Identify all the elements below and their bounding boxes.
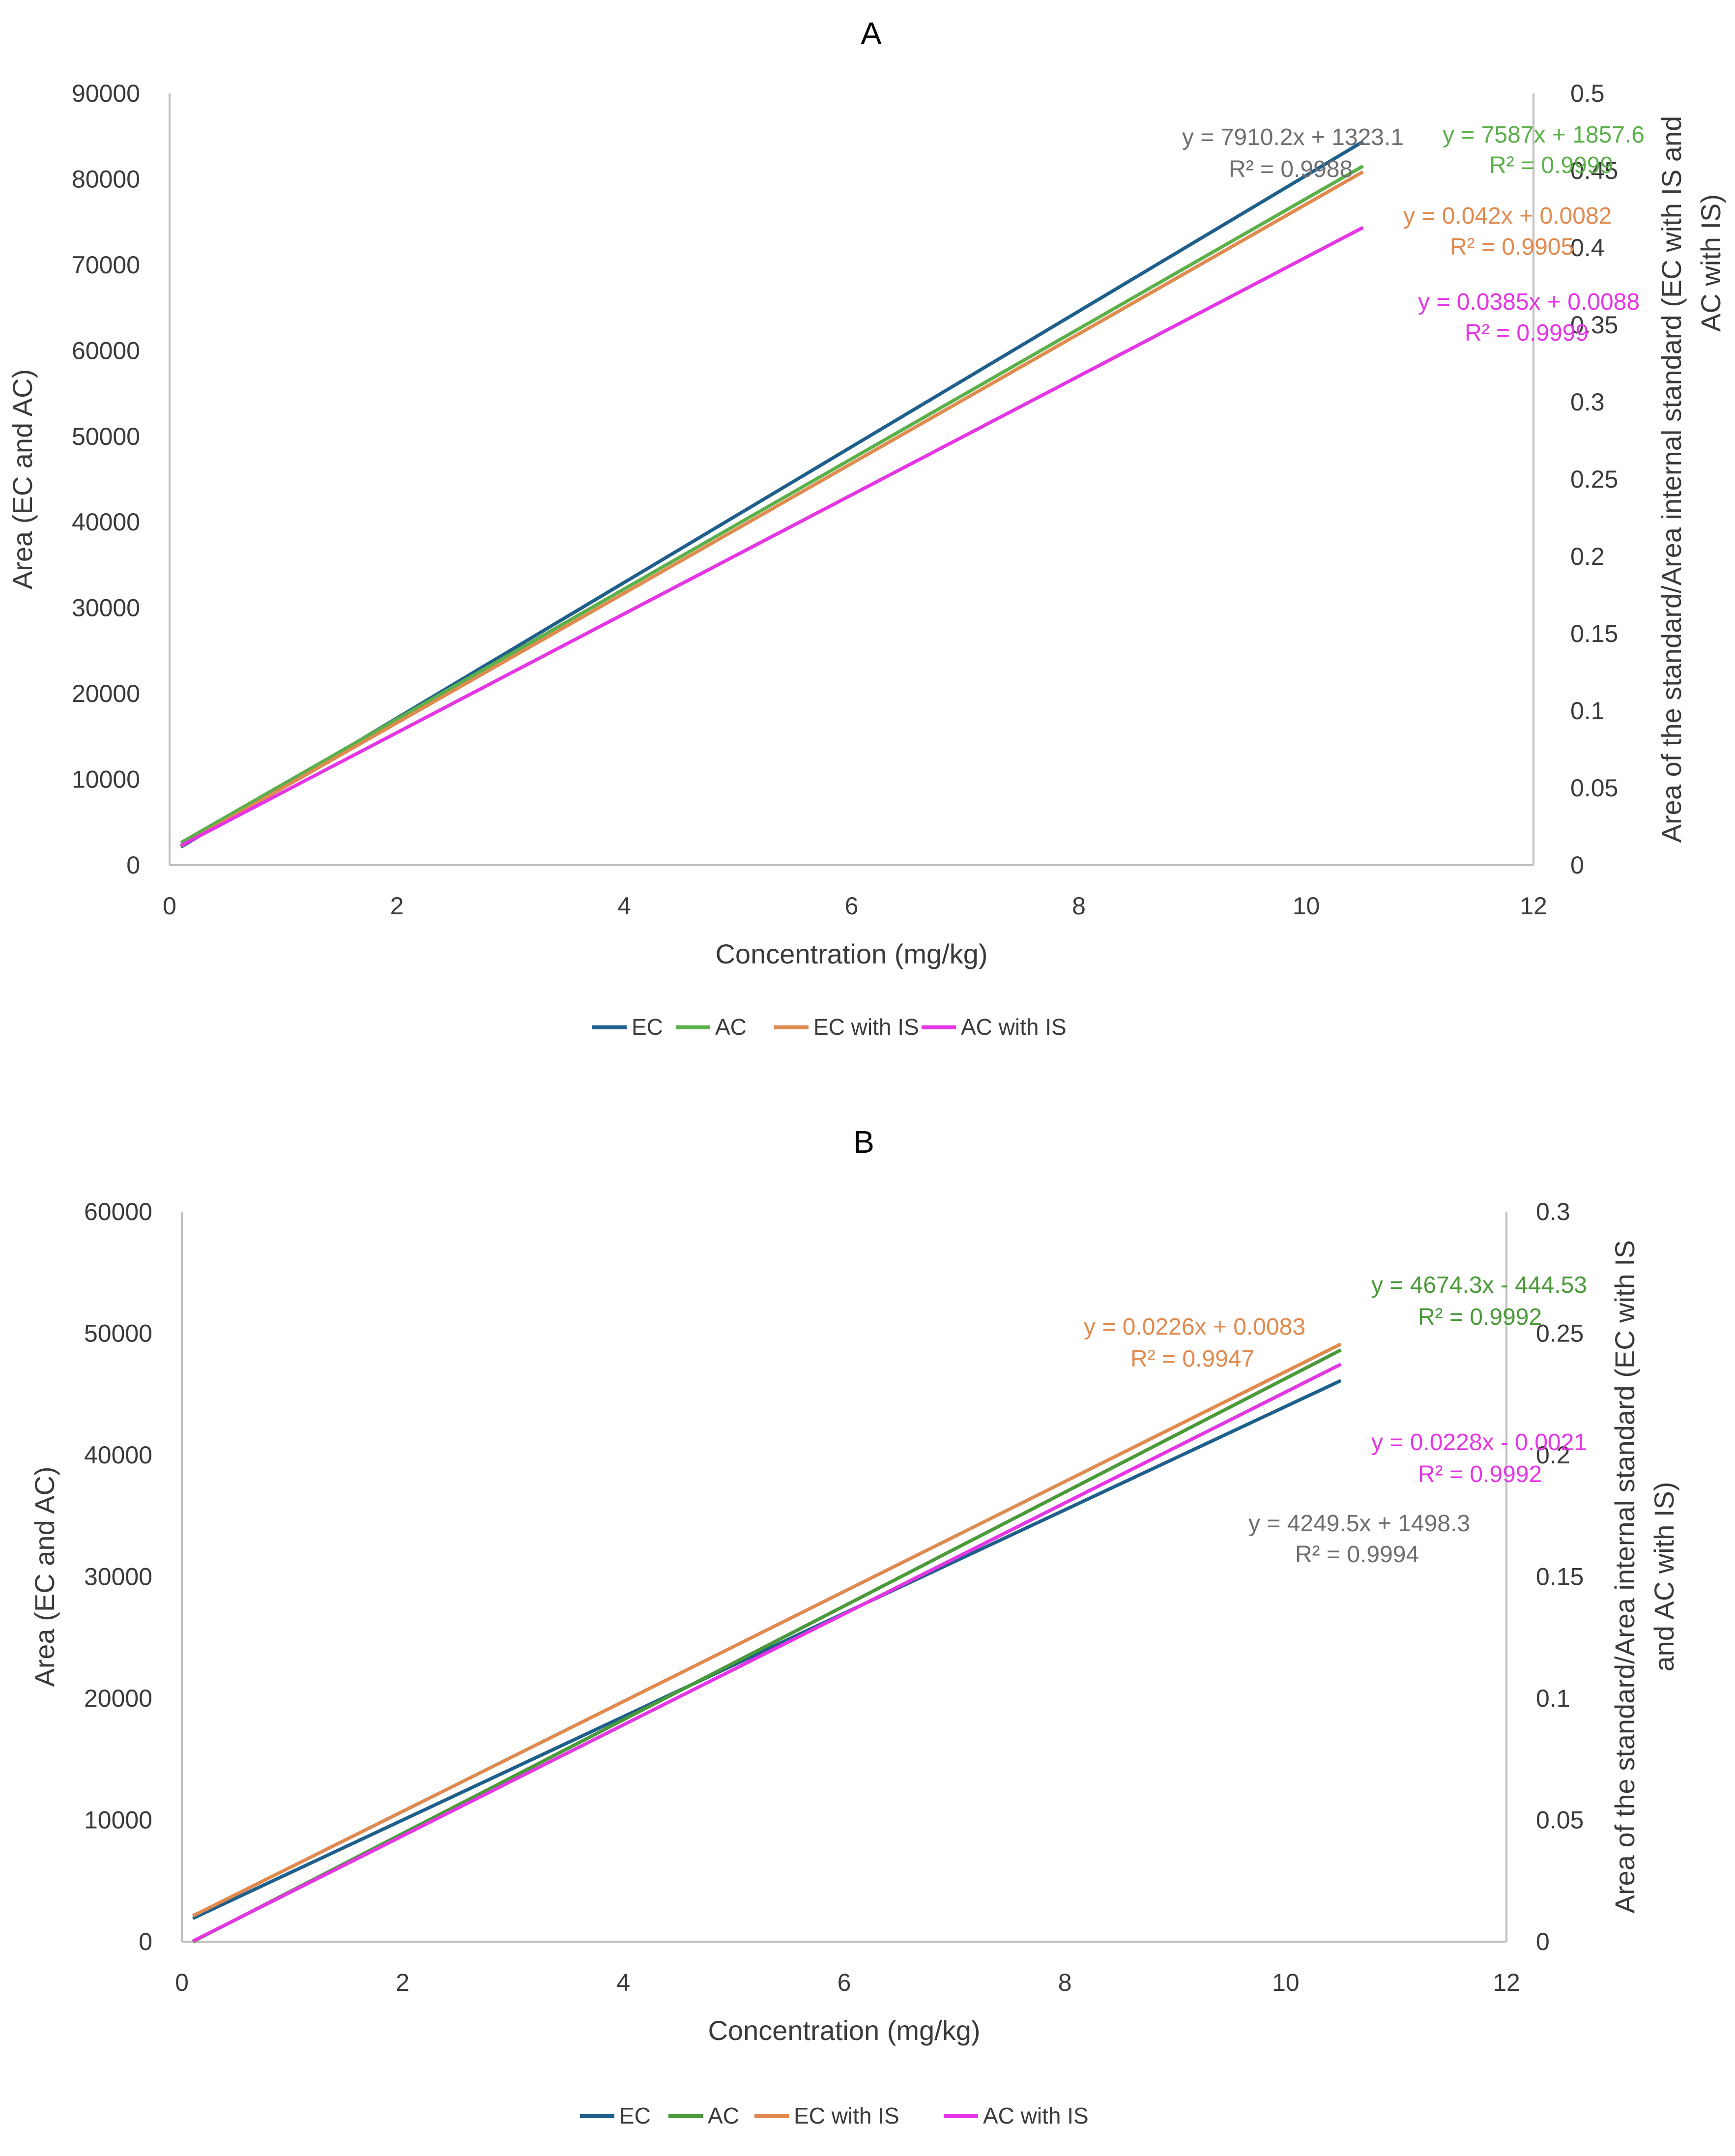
legend: EC AC EC with IS AC with IS bbox=[580, 2103, 1089, 2128]
x-tick-label: 10 bbox=[1293, 892, 1320, 920]
y-axis-label: Area (EC and AC) bbox=[7, 369, 38, 589]
x-tick-label: 12 bbox=[1520, 892, 1547, 920]
y2-tick-label: 0.2 bbox=[1536, 1441, 1570, 1469]
series-line-ac bbox=[180, 164, 1364, 845]
trendline-r-squared: R² = 0.9994 bbox=[1295, 1542, 1419, 1568]
y2-tick-label: 0.25 bbox=[1570, 466, 1618, 493]
y-tick-label: 60000 bbox=[84, 1198, 152, 1225]
y2-axis-label: Area of the standard/Area internal stand… bbox=[1609, 1240, 1679, 1914]
legend-label: EC bbox=[619, 2103, 651, 2128]
x-tick-label: 8 bbox=[1058, 1969, 1072, 1996]
trendline-r-squared: R² = 0.9988 bbox=[1229, 156, 1353, 182]
y-tick-label: 70000 bbox=[72, 251, 140, 279]
series-line-ac bbox=[192, 1348, 1342, 1944]
y2-tick-label: 0 bbox=[1536, 1928, 1550, 1955]
chart-a: A 0 2 4 6 8 10 12 0 10000 20000 30000 40000 50000 6000… bbox=[7, 16, 1726, 1040]
x-tick-label: 4 bbox=[617, 892, 631, 920]
y2-axis-label-line-2: AC with IS) bbox=[1695, 194, 1726, 332]
series-line-ac-with-is bbox=[180, 226, 1364, 847]
y2-tick-label: 0.45 bbox=[1570, 157, 1618, 184]
trendline-equation: y = 0.0385x + 0.0088 bbox=[1418, 289, 1640, 315]
y-tick-label: 10000 bbox=[84, 1806, 152, 1834]
x-tick-label: 10 bbox=[1272, 1969, 1300, 1996]
x-tick-label: 6 bbox=[838, 1969, 851, 1996]
y-tick-label: 40000 bbox=[84, 1441, 152, 1469]
chart-b: B 0 2 4 6 8 10 12 0 10000 20000 30000 40000 50000 6000… bbox=[29, 1124, 1679, 2128]
trendline-r-squared: R² = 0.9992 bbox=[1418, 1461, 1542, 1487]
legend-label: AC bbox=[715, 1014, 747, 1040]
chart-title: B bbox=[853, 1124, 874, 1160]
y2-tick-label: 0.4 bbox=[1570, 234, 1605, 262]
y2-axis-label-line-1: Area of the standard/Area internal stand… bbox=[1609, 1240, 1640, 1914]
y2-tick-label: 0.5 bbox=[1570, 80, 1605, 107]
y2-tick-label: 0.15 bbox=[1570, 620, 1618, 647]
y-tick-label: 80000 bbox=[72, 165, 140, 193]
trendline-equation: y = 0.0226x + 0.0083 bbox=[1084, 1314, 1305, 1340]
y-tick-label: 10000 bbox=[72, 766, 140, 793]
y-tick-label: 40000 bbox=[72, 508, 140, 536]
y2-axis-label-line-2: and AC with IS) bbox=[1648, 1482, 1679, 1672]
series-line-ec-with-is bbox=[180, 170, 1364, 848]
y-tick-label: 0 bbox=[139, 1928, 152, 1955]
x-tick-label: 6 bbox=[845, 892, 859, 920]
trendline-equation: y = 4249.5x + 1498.3 bbox=[1248, 1511, 1470, 1537]
x-tick-label: 0 bbox=[163, 892, 176, 920]
series-line-ec-with-is bbox=[192, 1342, 1342, 1918]
legend-label: AC with IS bbox=[983, 2103, 1089, 2128]
trendline-equation: y = 0.0228x - 0.0021 bbox=[1371, 1429, 1587, 1456]
y2-tick-label: 0.3 bbox=[1536, 1198, 1570, 1225]
x-tick-label: 0 bbox=[175, 1969, 189, 1996]
y2-tick-label: 0.3 bbox=[1570, 388, 1605, 416]
trendline-equation: y = 7587x + 1857.6 bbox=[1443, 122, 1645, 148]
legend-label: AC bbox=[708, 2103, 739, 2128]
x-axis-label: Concentration (mg/kg) bbox=[715, 938, 987, 969]
y-tick-label: 60000 bbox=[72, 337, 140, 364]
trendline-r-squared: R² = 0.9905 bbox=[1450, 234, 1574, 260]
chart-title: A bbox=[861, 16, 882, 51]
y-tick-label: 0 bbox=[126, 851, 140, 879]
y2-tick-label: 0.05 bbox=[1570, 774, 1618, 802]
y-tick-label: 30000 bbox=[84, 1563, 152, 1591]
y-tick-label: 50000 bbox=[84, 1320, 152, 1347]
y2-tick-label: 0.35 bbox=[1570, 311, 1618, 339]
x-tick-label: 2 bbox=[390, 892, 404, 920]
y2-tick-label: 0.15 bbox=[1536, 1563, 1584, 1591]
legend-label: EC bbox=[632, 1014, 663, 1040]
y2-tick-label: 0.1 bbox=[1536, 1685, 1570, 1712]
x-axis-label: Concentration (mg/kg) bbox=[708, 2015, 980, 2046]
x-tick-label: 12 bbox=[1493, 1969, 1520, 1996]
x-tick-label: 4 bbox=[616, 1969, 630, 1996]
y2-tick-label: 0.25 bbox=[1536, 1320, 1584, 1347]
y2-axis-label: Area of the standard/Area internal stand… bbox=[1656, 116, 1726, 843]
y-tick-label: 90000 bbox=[72, 80, 140, 107]
legend-label: AC with IS bbox=[961, 1014, 1067, 1040]
series-line-ac-with-is bbox=[192, 1363, 1342, 1943]
y2-tick-label: 0.1 bbox=[1570, 697, 1605, 725]
x-tick-label: 2 bbox=[396, 1969, 409, 1996]
y2-tick-label: 0.2 bbox=[1570, 543, 1605, 570]
legend: EC AC EC with IS AC with IS bbox=[592, 1014, 1067, 1040]
trendline-equation: y = 4674.3x - 444.53 bbox=[1371, 1272, 1587, 1298]
trendline-r-squared: R² = 0.9999 bbox=[1489, 152, 1613, 178]
y2-axis-label-line-1: Area of the standard/Area internal stand… bbox=[1656, 116, 1687, 843]
legend-label: EC with IS bbox=[794, 2103, 899, 2128]
y2-tick-label: 0.05 bbox=[1536, 1806, 1584, 1834]
y2-tick-label: 0 bbox=[1570, 851, 1584, 879]
trendline-equation: y = 0.042x + 0.0082 bbox=[1403, 203, 1612, 229]
trendline-equation: y = 7910.2x + 1323.1 bbox=[1182, 124, 1404, 150]
y-tick-label: 20000 bbox=[84, 1685, 152, 1712]
y-axis-label: Area (EC and AC) bbox=[29, 1466, 60, 1687]
trendline-r-squared: R² = 0.9992 bbox=[1418, 1304, 1542, 1330]
trendline-r-squared: R² = 0.9947 bbox=[1130, 1346, 1254, 1372]
x-tick-label: 8 bbox=[1072, 892, 1086, 920]
y-tick-label: 50000 bbox=[72, 423, 140, 450]
legend-label: EC with IS bbox=[813, 1014, 919, 1040]
trendline-r-squared: R² = 0.9999 bbox=[1465, 320, 1589, 346]
y-tick-label: 20000 bbox=[72, 680, 140, 707]
series-line-ec bbox=[192, 1379, 1342, 1920]
y-tick-label: 30000 bbox=[72, 594, 140, 622]
